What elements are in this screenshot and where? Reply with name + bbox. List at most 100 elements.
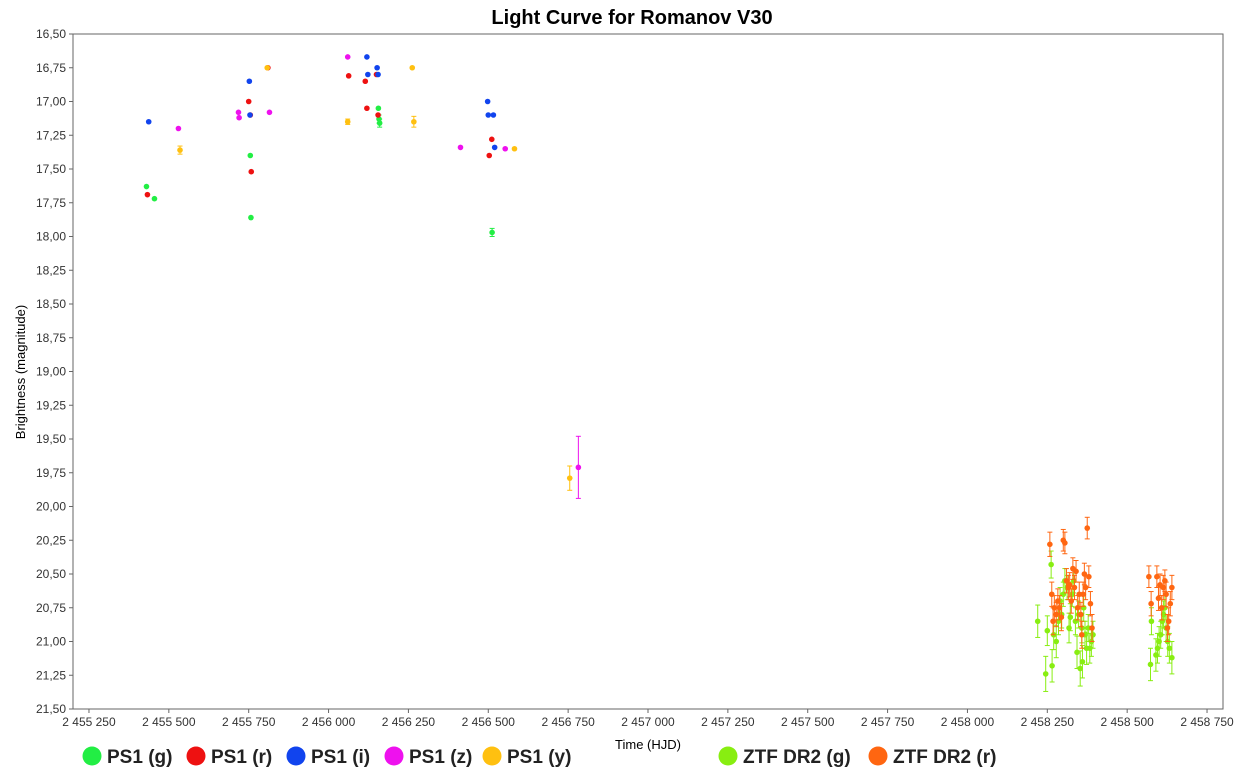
data-point <box>1163 591 1169 598</box>
series-3 <box>145 54 498 151</box>
data-point <box>145 118 152 125</box>
data-point <box>248 214 254 221</box>
x-tick-label: 2 457 000 <box>621 715 675 729</box>
data-point <box>1159 618 1166 625</box>
data-point <box>1082 584 1089 591</box>
plot-area <box>72 33 1224 710</box>
y-tick-label: 19,00 <box>36 365 66 379</box>
data-point <box>375 71 381 78</box>
data-point <box>143 183 150 190</box>
data-point <box>245 98 252 105</box>
data-point <box>362 78 369 85</box>
data-point <box>486 152 493 159</box>
data-point <box>1048 591 1055 598</box>
x-tick-label: 2 455 750 <box>222 715 276 729</box>
data-point <box>376 120 383 126</box>
data-point <box>1042 671 1049 677</box>
data-point <box>488 136 495 143</box>
x-tick-label: 2 457 750 <box>861 715 915 729</box>
data-point <box>1158 604 1165 611</box>
data-point <box>1066 625 1072 631</box>
data-point <box>374 64 380 71</box>
data-point <box>1166 645 1173 652</box>
data-point <box>1066 582 1073 588</box>
data-point <box>247 112 253 118</box>
data-point <box>344 118 351 125</box>
y-tick-label: 19,25 <box>36 398 66 412</box>
data-point <box>1169 584 1175 591</box>
legend-marker <box>868 746 888 766</box>
data-series <box>143 54 1175 692</box>
y-tick-label: 19,50 <box>36 432 66 446</box>
y-tick-label: 17,75 <box>36 196 66 210</box>
data-point <box>247 152 254 159</box>
data-point <box>1068 598 1075 604</box>
data-point <box>1063 577 1070 584</box>
x-axis: 2 455 250 2 455 500 2 455 750 2 456 000 2 45… <box>62 709 1234 729</box>
data-point <box>1146 573 1152 580</box>
legend-label: PS1 (y) <box>507 747 571 768</box>
data-point <box>1073 568 1079 575</box>
y-tick-label: 16,75 <box>36 61 66 75</box>
data-point <box>411 118 417 125</box>
legend: PS1 (g) PS1 (r) PS1 (i) PS1 (z) PS1 (y) ZTF D… <box>82 746 996 768</box>
data-point <box>1056 604 1063 611</box>
legend-marker <box>384 746 404 766</box>
data-point <box>144 191 151 198</box>
x-tick-label: 2 458 500 <box>1100 715 1154 729</box>
chart-title: Light Curve for Romanov V30 <box>491 7 772 29</box>
data-point <box>365 71 371 78</box>
y-tick-label: 17,25 <box>36 128 66 142</box>
data-point <box>485 112 492 118</box>
x-axis-label: Time (HJD) <box>615 737 681 752</box>
data-point <box>1076 591 1083 598</box>
data-point <box>1167 600 1174 607</box>
legend-label: ZTF DR2 (r) <box>893 747 996 768</box>
data-point <box>266 109 273 116</box>
y-tick-label: 19,75 <box>36 466 66 480</box>
data-point <box>1047 541 1053 548</box>
data-point <box>364 105 370 112</box>
data-point <box>264 64 271 71</box>
data-point <box>1058 614 1065 620</box>
y-tick-label: 18,25 <box>36 263 66 277</box>
series-1 <box>143 105 495 237</box>
legend-marker <box>186 746 206 766</box>
x-tick-label: 2 456 500 <box>462 715 516 729</box>
data-point <box>1169 654 1175 661</box>
y-tick-label: 18,50 <box>36 297 66 311</box>
legend-label: PS1 (z) <box>409 747 472 768</box>
data-point <box>344 54 351 60</box>
x-tick-label: 2 455 500 <box>142 715 196 729</box>
x-tick-label: 2 456 250 <box>382 715 436 729</box>
data-point <box>1080 604 1087 611</box>
legend-marker <box>718 746 738 766</box>
data-point <box>375 105 382 112</box>
data-point <box>177 147 183 153</box>
data-point <box>246 78 253 85</box>
y-tick-label: 16,50 <box>36 27 66 41</box>
y-tick-label: 17,50 <box>36 162 66 176</box>
data-point <box>151 195 158 202</box>
y-tick-label: 20,25 <box>36 533 66 547</box>
legend-label: PS1 (g) <box>107 747 172 768</box>
y-axis-label: Brightness (magnitude) <box>13 305 28 439</box>
data-point <box>1148 618 1155 625</box>
data-point <box>1044 627 1051 634</box>
data-point <box>1089 625 1095 631</box>
x-tick-label: 2 458 000 <box>941 715 995 729</box>
series-5 <box>177 64 573 491</box>
data-point <box>1079 658 1086 665</box>
y-tick-label: 20,00 <box>36 500 66 514</box>
data-point <box>1165 618 1172 625</box>
legend-label: ZTF DR2 (g) <box>743 747 851 768</box>
y-tick-label: 21,25 <box>36 668 66 682</box>
data-point <box>457 144 464 151</box>
legend-marker <box>82 746 102 766</box>
x-tick-label: 2 458 750 <box>1180 715 1234 729</box>
series-4 <box>175 54 582 499</box>
data-point <box>1162 577 1168 584</box>
y-tick-label: 18,75 <box>36 331 66 345</box>
data-point <box>489 229 495 236</box>
